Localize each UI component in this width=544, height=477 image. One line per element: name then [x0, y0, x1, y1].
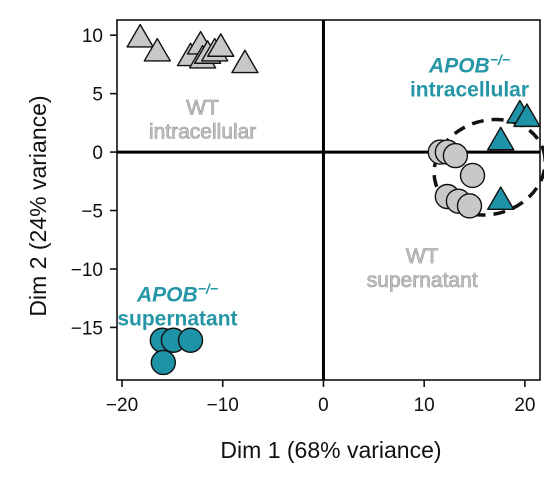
ko-intracellular-point-3: [513, 103, 541, 128]
wt-intracellular-label-line-2: intracellular: [149, 121, 256, 144]
y-tick-label-2: 5: [92, 85, 103, 106]
wt-supernatant-point-3: [442, 142, 469, 169]
y-tick-label-6: −15: [71, 318, 103, 339]
ko-supernatant-label-line-1: APOB−/−: [136, 281, 218, 307]
wt-supernatant-point-7: [456, 193, 483, 219]
ko-supernatant-label-line-2: supernatant: [117, 308, 237, 331]
axes-layer: −20 −10 0 10 20 10 5 0 −5 −10 −15: [71, 26, 536, 416]
plot-frame: [116, 19, 541, 381]
points-layer: [126, 23, 541, 376]
y-axis-title: Dim 2 (24% variance): [25, 95, 51, 316]
x-tick-label-1: −20: [106, 395, 138, 416]
y-tick-label-5: −10: [71, 260, 103, 281]
wt-intracellular-point-9: [231, 49, 259, 74]
x-tick-label-4: 10: [414, 395, 435, 416]
wt-intracellular-label-line-1: WT: [186, 97, 219, 120]
ko-intracellular-point-1: [487, 126, 515, 151]
ellipse-layer: [432, 117, 544, 217]
y-tick-label-4: −5: [81, 202, 103, 223]
x-tick-label-3: 0: [318, 395, 329, 416]
wt-intracellular-point-2: [143, 37, 171, 62]
y-tick-label-1: 10: [82, 26, 103, 47]
x-tick-label-5: 20: [514, 395, 535, 416]
wt-supernatant-label-line-1: WT: [406, 245, 439, 268]
plot-border: [116, 19, 541, 381]
dashed-ellipse: [432, 117, 544, 217]
group-labels-layer: WTintracellularAPOB−/−intracellularWTsup…: [117, 52, 529, 331]
wt-supernatant-label-line-2: supernatant: [367, 269, 478, 292]
wt-intracellular-point-8: [207, 33, 235, 57]
zero-lines: [117, 20, 540, 380]
wt-supernatant-point-4: [459, 162, 486, 189]
ko-intracellular-label-line-2: intracellular: [410, 79, 529, 102]
wt-intracellular-point-1: [126, 23, 154, 48]
y-tick-label-3: 0: [92, 143, 103, 164]
ko-supernatant-point-4: [150, 349, 177, 376]
x-tick-label-2: −10: [207, 395, 239, 416]
ko-intracellular-label-line-1: APOB−/−: [428, 52, 510, 78]
x-axis-title: Dim 1 (68% variance): [220, 437, 441, 463]
ko-supernatant-point-3: [177, 327, 204, 353]
ko-intracellular-point-4: [487, 186, 515, 211]
